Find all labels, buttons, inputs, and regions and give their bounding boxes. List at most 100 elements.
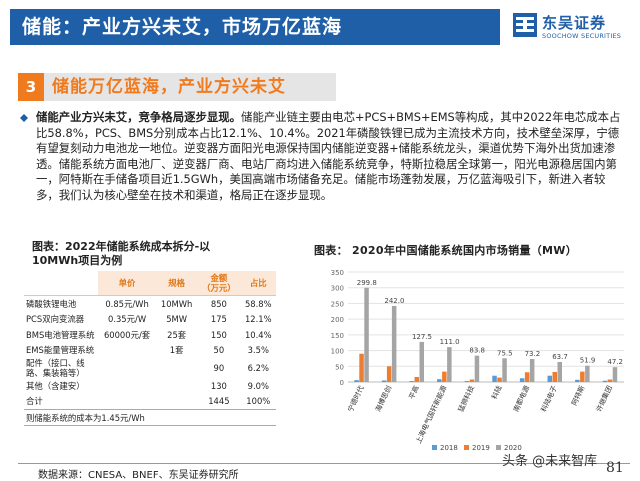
bar-2018 [354,380,359,382]
summary-paragraph: 储能产业方兴未艾，竞争格局逐步显现。储能产业链主要由电芯+PCS+BMS+EMS… [20,110,626,204]
data-label: 111.0 [440,338,460,346]
y-tick-label: 50 [335,363,344,371]
table-row: BMS电池管理系统 60000元/套 25套 150 10.4% [24,327,276,343]
bar-2019 [607,379,613,382]
table-cell [98,378,156,394]
y-tick-label: 100 [331,348,344,356]
legend-label: 2019 [472,444,490,452]
table-header-row: 单价 规格 金额 （万元） 占比 [24,271,276,296]
table-cell: 其他（含建安） [26,380,85,391]
header-bar [10,9,500,45]
paragraph-lead: 储能产业方兴未艾，竞争格局逐步显现。 [36,110,242,124]
company-logo: 东吴证券 SOOCHOW SECURITIES [512,10,630,46]
bar-2019 [469,379,475,382]
table-cell: 9.0% [247,380,269,391]
table-note: 则储能系统的成本为1.45元/Wh [24,409,276,426]
table-cell [98,358,156,378]
bar-2019 [552,371,557,382]
bar-2020 [419,341,424,382]
logo-name: 东吴证券 [542,14,607,32]
data-label: 299.8 [357,279,377,287]
data-label: 75.5 [497,349,513,357]
bar-2020 [447,347,452,382]
table-row: 配件（接口、线路、集装箱等） 90 6.2% [24,358,276,378]
data-source: 数据来源：CNESA、BNEF、东吴证券研究所 [38,470,239,481]
section-title: 储能万亿蓝海，产业方兴未艾 [52,77,286,97]
table-cell: 100% [246,396,271,407]
bar-2020 [474,355,480,382]
bar-2020 [364,287,369,382]
table-header-cell: 规格 [156,271,198,296]
table-cell [156,394,197,410]
table-header-cell: 金额 （万元） [197,271,241,296]
table-cell: 130 [210,380,227,391]
table-cell [156,358,197,378]
data-label: 47.2 [607,358,623,366]
x-tick-label: 南都电源 [511,384,531,413]
x-tick-label: 许继集团 [594,384,614,413]
legend-label: 2020 [504,444,522,452]
chart-title: 图表： 2020年中国储能系统国内市场销量（MW） [314,244,578,257]
bar-2018 [547,375,552,382]
table-cell: 12.1% [244,314,272,325]
table-cell: 58.8% [240,295,276,312]
table-cell: 90 [213,363,225,373]
table-cell [98,394,156,410]
data-label: 242.0 [384,297,404,305]
x-tick-label: 平高 [407,384,421,400]
table-cell: 配件（接口、线路、集装箱等） [26,358,85,378]
logo-mark-icon [513,13,537,37]
bar-2019 [414,376,419,382]
table-cell: 1445 [208,396,230,407]
bar-2020 [612,367,618,382]
bar-2018 [602,380,608,382]
table-cell: PCS双向变流器 [26,314,85,325]
table-cell: 10.4% [244,329,272,340]
table-cell: EMS能量管理系统 [26,345,95,356]
bar-2019 [497,377,502,382]
legend-label: 2018 [440,444,458,452]
table-title: 图表：2022年储能系统成本拆分-以10MWh项目为例 [32,240,211,267]
footer-divider [18,463,630,464]
x-tick-label: 科陆 [490,384,504,400]
page-header: 储能：产业方兴未艾，市场万亿蓝海 东吴证券 SOOCHOW SECURITIES [0,0,640,56]
page-number: 81 [606,460,624,476]
table-cell: 合计 [26,396,43,407]
x-tick-label: 阿特斯 [569,384,586,407]
bar-2019 [524,372,530,382]
table-cell: 10MWh [156,295,198,312]
x-tick-label: 科陆电子 [539,384,559,413]
table-cell: 6.2% [247,363,269,373]
data-label: 83.8 [469,347,485,355]
table-row: 磷酸铁锂电池 0.85元/Wh 10MWh 850 58.8% [24,295,276,312]
bar-2019 [359,353,364,382]
legend-swatch [496,445,501,450]
bar-2020 [391,305,397,382]
market-sales-chart: 0 50 100 150 200 250 300 350 299.8 宁德时代 242.0 海博思创 1… [320,262,630,458]
table-cell: 150 [210,329,227,340]
table-note-row: 则储能系统的成本为1.45元/Wh [24,409,276,426]
bar-2020 [585,365,590,382]
bar-2018 [519,378,525,382]
y-tick-label: 200 [331,316,344,324]
table-header-cell: 占比 [240,271,276,296]
table-row: 合计 1445 100% [24,394,276,410]
table-cell: 50 [213,345,225,356]
section-heading: 3 储能万亿蓝海，产业方兴未艾 [18,73,336,101]
table-cell: 磷酸铁锂电池 [24,295,98,312]
table-cell: BMS电池管理系统 [26,329,95,340]
y-tick-label: 250 [331,300,344,308]
table-row: PCS双向变流器 0.35元/W 5MW 175 12.1% [24,312,276,328]
bar-2019 [442,371,447,382]
cost-breakdown-table: 单价 规格 金额 （万元） 占比 磷酸铁锂电池 0.85元/Wh 10MWh 8… [24,271,276,426]
diamond-bullet-icon [20,114,28,122]
x-tick-label: 上海电气国轩新能源 [414,384,449,445]
table-header-cell: 单价 [98,271,157,296]
bar-2019 [580,371,585,382]
bar-2020 [502,358,507,382]
x-tick-label: 猛狮科技 [456,384,476,413]
legend-swatch [432,445,437,450]
table-cell [156,378,197,394]
bar-2020 [557,361,562,382]
y-tick-label: 300 [331,285,344,293]
